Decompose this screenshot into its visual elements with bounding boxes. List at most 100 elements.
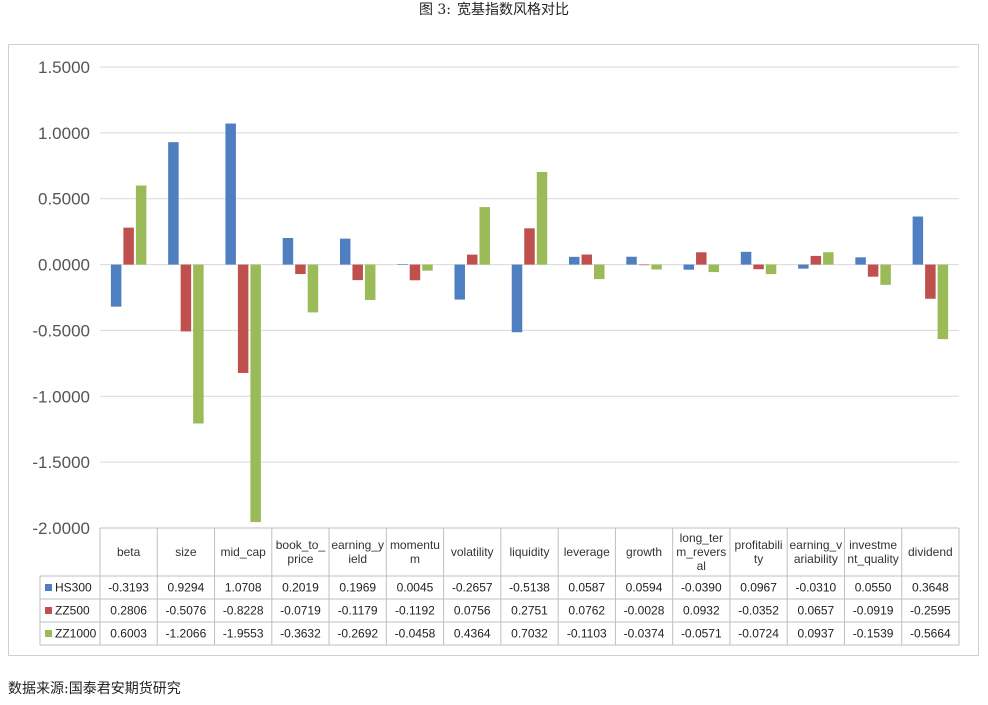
data-label: 0.0587 <box>568 581 605 595</box>
data-label: -0.0028 <box>624 604 665 618</box>
data-label: 0.0657 <box>797 604 834 618</box>
data-label: -0.1192 <box>395 604 435 618</box>
data-label: 0.0967 <box>740 581 777 595</box>
bar-zz1000 <box>250 264 261 523</box>
data-label: -0.5138 <box>509 581 550 595</box>
bar-hs300 <box>569 256 580 265</box>
data-label: 0.4364 <box>454 627 491 641</box>
bar-zz1000 <box>536 171 548 265</box>
bar-zz1000 <box>765 264 777 275</box>
data-label: 0.1969 <box>339 581 376 595</box>
bar-zz500 <box>180 264 192 332</box>
legend-label: ZZ1000 <box>55 627 97 641</box>
bar-zz1000 <box>880 264 891 285</box>
data-label: -0.0571 <box>681 627 722 641</box>
data-label: -0.5076 <box>166 604 207 618</box>
bar-zz1000 <box>479 207 490 265</box>
data-label: 0.0937 <box>797 627 834 641</box>
y-tick-label: -2.0000 <box>32 519 90 538</box>
bar-hs300 <box>626 256 637 265</box>
bar-zz500 <box>638 264 650 266</box>
bar-zz1000 <box>823 252 834 265</box>
category-label: dividend <box>908 545 953 559</box>
bar-hs300 <box>511 264 523 333</box>
category-label: beta <box>117 545 141 559</box>
category-label: volatility <box>451 545 494 559</box>
bar-zz1000 <box>307 264 319 313</box>
bar-zz500 <box>466 254 478 265</box>
bar-hs300 <box>339 238 351 265</box>
figure-title: 图 3: 宽基指数风格对比 <box>0 0 988 20</box>
data-label: 0.2019 <box>282 581 319 595</box>
bar-zz500 <box>237 264 249 373</box>
data-label: 0.0550 <box>855 581 892 595</box>
data-label: 0.0756 <box>454 604 491 618</box>
data-label: -1.2066 <box>166 627 207 641</box>
data-label: -0.0352 <box>738 604 779 618</box>
y-tick-label: -0.5000 <box>32 321 90 340</box>
data-source-note: 数据来源:国泰君安期货研究 <box>8 681 181 697</box>
data-label: 0.2751 <box>511 604 548 618</box>
category-label: liquidity <box>509 545 549 559</box>
bar-hs300 <box>740 251 752 265</box>
bar-hs300 <box>798 264 809 269</box>
data-label: 0.7032 <box>511 627 548 641</box>
data-label: 0.2806 <box>110 604 147 618</box>
bar-hs300 <box>282 237 294 265</box>
data-label: -0.5664 <box>910 627 951 641</box>
legend-label: ZZ500 <box>55 604 90 618</box>
data-label: -0.8228 <box>223 604 264 618</box>
bar-hs300 <box>912 216 924 265</box>
y-tick-label: 1.5000 <box>38 58 90 77</box>
data-label: -0.1179 <box>338 604 378 618</box>
data-label: 0.0932 <box>683 604 720 618</box>
category-label: growth <box>626 545 662 559</box>
data-label: -0.0374 <box>624 627 665 641</box>
data-label: -0.1103 <box>567 627 607 641</box>
bar-zz500 <box>524 228 535 265</box>
y-tick-label: -1.0000 <box>32 387 90 406</box>
figure-number: 图 3: <box>418 2 452 18</box>
bar-zz500 <box>867 264 879 277</box>
category-label: long_ter m_revers al <box>676 531 726 573</box>
data-label: -0.3193 <box>108 581 149 595</box>
data-label: -0.0919 <box>853 604 894 618</box>
bar-hs300 <box>168 142 179 265</box>
bar-zz1000 <box>135 185 147 265</box>
bar-zz500 <box>352 264 363 281</box>
category-label: investme nt_quality <box>847 538 898 566</box>
category-label: momentu m <box>390 538 440 566</box>
bar-zz1000 <box>422 264 433 271</box>
bar-zz1000 <box>193 264 204 424</box>
data-label: 0.3648 <box>912 581 949 595</box>
y-tick-label: 0.5000 <box>38 190 90 209</box>
data-label: 0.0045 <box>397 581 434 595</box>
category-label: leverage <box>564 545 610 559</box>
data-label: 0.0594 <box>626 581 663 595</box>
bar-zz1000 <box>594 264 605 280</box>
data-label: -0.1539 <box>853 627 894 641</box>
y-tick-label: -1.5000 <box>32 453 90 472</box>
bar-hs300 <box>110 264 122 307</box>
category-label: book_to_ price <box>276 538 326 566</box>
data-label: -0.3632 <box>280 627 321 641</box>
figure-title-text: 宽基指数风格对比 <box>457 2 570 18</box>
bar-zz500 <box>409 264 421 281</box>
legend-key-zz1000 <box>45 630 52 637</box>
y-tick-label: 1.0000 <box>38 124 90 143</box>
legend-key-hs300 <box>45 584 52 591</box>
data-label: -0.0390 <box>681 581 722 595</box>
bar-zz1000 <box>364 264 376 301</box>
data-label: -0.0719 <box>280 604 321 618</box>
data-label: -0.2657 <box>452 581 493 595</box>
data-label: 1.0708 <box>225 581 262 595</box>
bar-zz1000 <box>708 264 720 273</box>
bar-zz500 <box>753 264 764 270</box>
bar-zz500 <box>925 264 936 299</box>
bar-hs300 <box>683 264 695 270</box>
data-label: -0.0458 <box>395 627 436 641</box>
category-label: size <box>175 545 197 559</box>
data-label: 0.0762 <box>568 604 605 618</box>
bar-zz500 <box>295 264 306 275</box>
